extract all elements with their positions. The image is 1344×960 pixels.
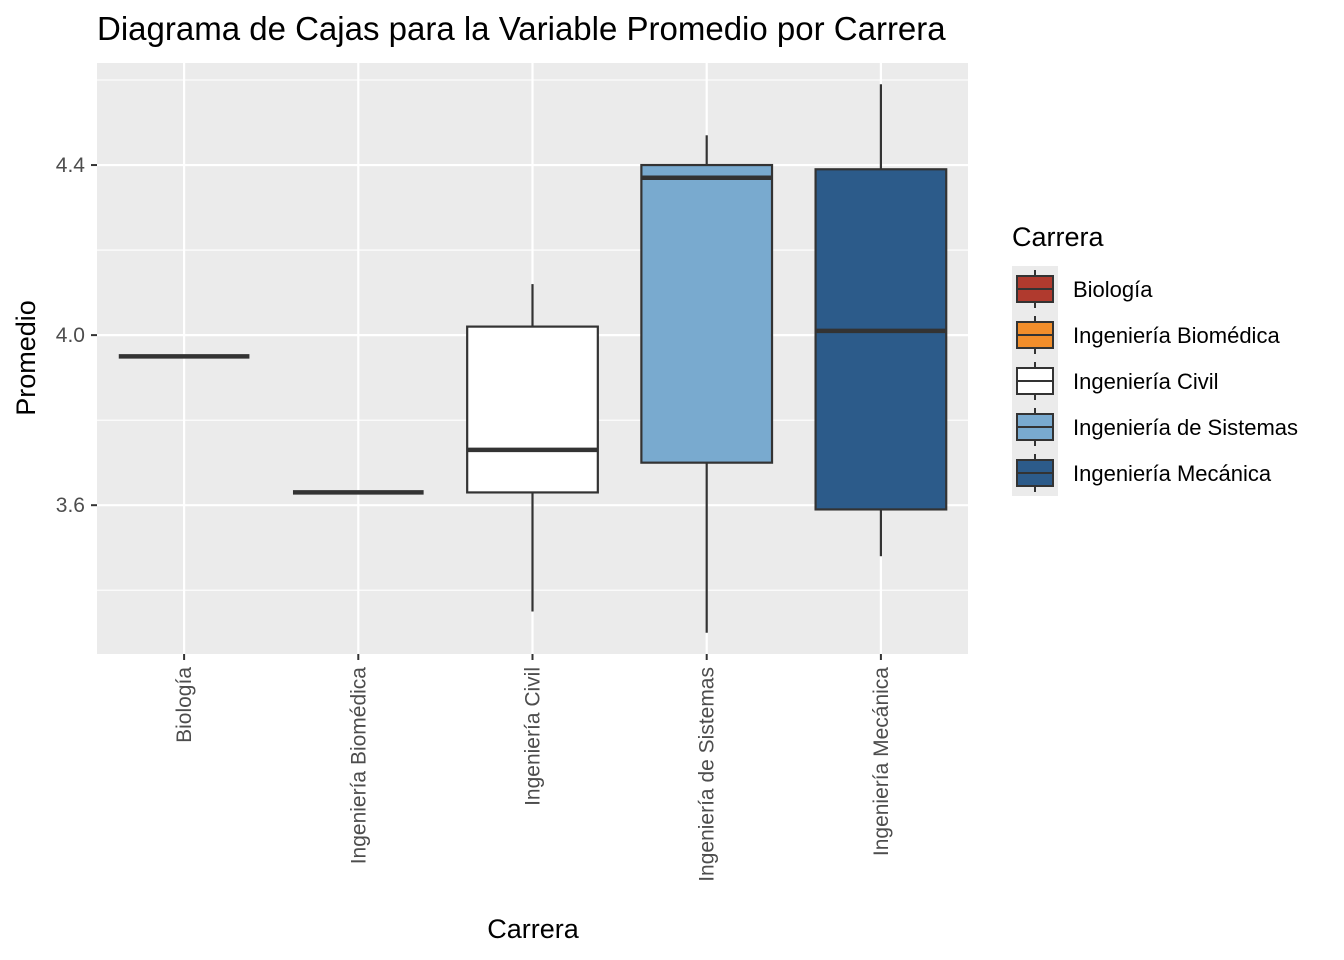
box-rect	[466, 325, 599, 494]
legend: Carrera Biología Ingeniería Biomédica Inge…	[1012, 222, 1298, 496]
box-rect	[640, 163, 774, 464]
x-tick-label: Ingeniería de Sistemas	[696, 667, 719, 882]
x-axis: Biología Ingeniería Biomédica Ingeniería C…	[173, 654, 893, 882]
y-tick-label: 4.0	[56, 324, 85, 347]
x-tick-label: Ingeniería Mecánica	[870, 667, 893, 856]
legend-item: Biología	[1016, 270, 1153, 308]
y-axis-title: Promedio	[11, 300, 41, 416]
box-4	[640, 135, 774, 633]
box-rect	[814, 168, 948, 511]
x-tick-label: Ingeniería Civil	[522, 667, 545, 806]
y-tick-label: 3.6	[56, 494, 85, 517]
box-5	[814, 84, 948, 557]
legend-item: Ingeniería de Sistemas	[1016, 408, 1298, 446]
boxes-layer	[118, 84, 948, 633]
legend-label: Ingeniería Biomédica	[1073, 323, 1280, 348]
legend-item: Ingeniería Mecánica	[1016, 454, 1272, 492]
chart-title: Diagrama de Cajas para la Variable Prome…	[97, 10, 946, 47]
legend-item: Ingeniería Civil	[1016, 362, 1219, 400]
y-axis: 3.6 4.0 4.4	[56, 154, 97, 517]
x-tick-label: Ingeniería Biomédica	[347, 667, 370, 865]
legend-label: Ingeniería Civil	[1073, 369, 1219, 394]
y-tick-label: 4.4	[56, 154, 86, 177]
legend-item: Ingeniería Biomédica	[1016, 316, 1280, 354]
legend-label: Ingeniería de Sistemas	[1073, 415, 1298, 440]
legend-label: Biología	[1073, 277, 1153, 302]
legend-label: Ingeniería Mecánica	[1073, 461, 1272, 486]
x-tick-label: Biología	[173, 667, 196, 743]
box-3	[466, 284, 599, 612]
x-axis-title: Carrera	[487, 914, 580, 944]
legend-title: Carrera	[1012, 222, 1105, 252]
